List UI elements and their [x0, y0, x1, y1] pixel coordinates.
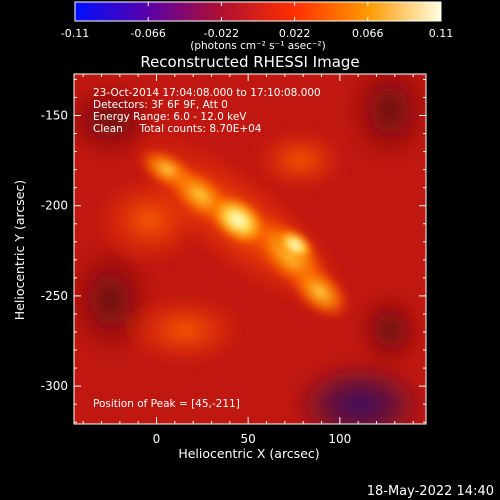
y-tick-label: -150	[41, 108, 68, 122]
plot-frame	[73, 73, 427, 425]
colorbar-tick-label: 0.066	[352, 27, 384, 40]
annotation-detectors: Detectors: 3F 6F 9F, Att 0	[93, 99, 228, 111]
colorbar: -0.11 -0.066 -0.022 0.022 0.066 0.11 (photons…	[61, 1, 453, 52]
peak-position-label: Position of Peak = [45,-211]	[93, 398, 240, 410]
x-tick-label: 0	[153, 432, 161, 446]
annotations: 23-Oct-2014 17:04:08.000 to 17:10:08.000…	[93, 87, 321, 410]
chart-title: Reconstructed RHESSI Image	[140, 53, 359, 71]
annotation-time-range: 23-Oct-2014 17:04:08.000 to 17:10:08.000	[93, 87, 321, 99]
x-tick-label: 100	[328, 432, 351, 446]
colorbar-frame	[74, 1, 442, 22]
annotation-energy-range: Energy Range: 6.0 - 12.0 keV	[93, 111, 247, 123]
colorbar-tick-label: 0.11	[429, 27, 454, 40]
x-axis-label: Heliocentric X (arcsec)	[178, 446, 319, 461]
y-tick-label: -300	[41, 379, 68, 393]
colorbar-tick-label: -0.066	[130, 27, 165, 40]
x-tick-label: 50	[241, 432, 256, 446]
y-axis: -150 -200 -250 -300	[41, 78, 426, 423]
colorbar-tick-label: -0.11	[61, 27, 89, 40]
footer-date: 18-May-2022 14:40	[367, 484, 494, 499]
y-axis-label: Heliocentric Y (arcsec)	[12, 180, 27, 320]
colorbar-tick-label: -0.022	[204, 27, 239, 40]
heatmap-image	[74, 74, 426, 424]
annotation-total-counts: Clean Total counts: 8.70E+04	[93, 123, 262, 135]
colorbar-unit: (photons cm⁻² s⁻¹ asec⁻²)	[190, 40, 325, 52]
y-tick-label: -200	[41, 199, 68, 213]
colorbar-tick-label: 0.022	[279, 27, 311, 40]
colorbar-gradient	[75, 2, 441, 21]
colorbar-ticks: -0.11 -0.066 -0.022 0.022 0.066 0.11	[61, 2, 453, 40]
x-axis: 0 50 100	[82, 74, 414, 446]
y-tick-label: -250	[41, 289, 68, 303]
